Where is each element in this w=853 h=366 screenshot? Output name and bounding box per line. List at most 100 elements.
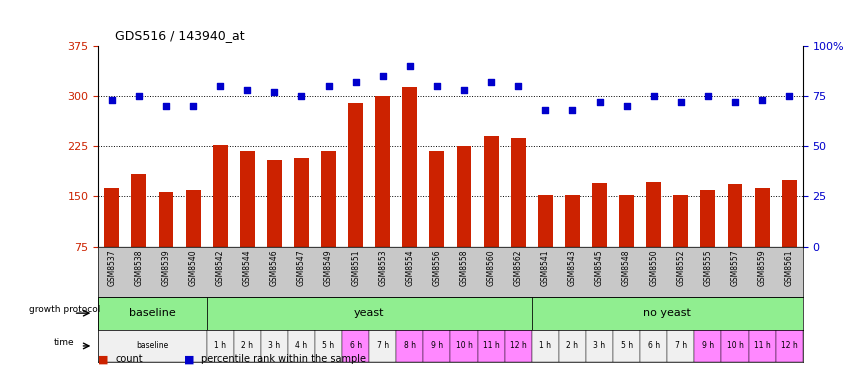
Point	[403, 63, 416, 69]
Bar	[234, 329, 260, 362]
Text: 7 h: 7 h	[376, 341, 388, 350]
Text: GSM8556: GSM8556	[432, 249, 441, 286]
Point	[375, 73, 389, 79]
Point	[646, 93, 659, 99]
Bar	[780, 180, 796, 247]
Point	[213, 83, 227, 89]
Text: 2 h: 2 h	[566, 341, 577, 350]
Bar	[267, 160, 281, 247]
Text: 10 h: 10 h	[455, 341, 472, 350]
Bar	[504, 329, 531, 362]
Point	[511, 83, 525, 89]
Point	[159, 103, 172, 109]
Text: yeast: yeast	[353, 308, 384, 318]
Bar	[775, 329, 802, 362]
Text: GSM8553: GSM8553	[378, 249, 386, 286]
Text: GSM8543: GSM8543	[567, 249, 577, 286]
Bar	[98, 329, 206, 362]
Bar	[396, 329, 423, 362]
Point	[430, 83, 444, 89]
Bar	[558, 329, 585, 362]
Bar	[612, 329, 640, 362]
Text: GSM8541: GSM8541	[540, 249, 549, 285]
Text: 5 h: 5 h	[620, 341, 632, 350]
Bar	[374, 96, 390, 247]
Text: ■: ■	[98, 354, 108, 364]
Text: GSM8549: GSM8549	[323, 249, 333, 286]
Text: 12 h: 12 h	[509, 341, 526, 350]
Text: GSM8562: GSM8562	[514, 249, 522, 285]
Bar	[483, 136, 498, 247]
Bar	[591, 183, 606, 247]
Bar	[342, 329, 368, 362]
Text: GSM8552: GSM8552	[676, 249, 684, 285]
Text: 4 h: 4 h	[295, 341, 307, 350]
Text: 6 h: 6 h	[647, 341, 659, 350]
Point	[105, 97, 119, 103]
Bar	[104, 188, 119, 247]
Text: GSM8554: GSM8554	[405, 249, 414, 286]
Text: 3 h: 3 h	[268, 341, 280, 350]
Text: 7 h: 7 h	[674, 341, 686, 350]
Bar	[131, 174, 146, 247]
Bar	[450, 329, 477, 362]
Text: 2 h: 2 h	[241, 341, 253, 350]
Point	[186, 103, 200, 109]
Text: GSM8548: GSM8548	[621, 249, 630, 285]
Text: GSM8546: GSM8546	[270, 249, 279, 286]
Bar	[98, 297, 206, 329]
Bar	[260, 329, 287, 362]
Bar	[321, 151, 335, 247]
Bar	[348, 103, 363, 247]
Text: ■: ■	[183, 354, 194, 364]
Text: 9 h: 9 h	[701, 341, 713, 350]
Bar	[510, 138, 525, 247]
Point	[294, 93, 308, 99]
Text: time: time	[54, 338, 74, 347]
Text: GSM8550: GSM8550	[648, 249, 658, 286]
Bar	[721, 329, 748, 362]
Bar	[693, 329, 721, 362]
Point	[267, 89, 281, 95]
Text: 8 h: 8 h	[403, 341, 415, 350]
Text: 5 h: 5 h	[322, 341, 334, 350]
Bar	[368, 329, 396, 362]
Text: GSM8561: GSM8561	[784, 249, 792, 285]
Bar	[672, 195, 688, 247]
Text: 9 h: 9 h	[431, 341, 443, 350]
Text: GSM8551: GSM8551	[351, 249, 360, 285]
Point	[700, 93, 714, 99]
Point	[538, 107, 552, 113]
Bar	[206, 329, 234, 362]
Bar	[402, 87, 417, 247]
Text: GSM8559: GSM8559	[757, 249, 766, 286]
Bar	[531, 329, 558, 362]
Bar	[531, 297, 802, 329]
Text: GSM8539: GSM8539	[161, 249, 171, 286]
Bar	[429, 151, 444, 247]
Bar	[315, 329, 342, 362]
Bar	[212, 145, 228, 247]
Text: 10 h: 10 h	[726, 341, 743, 350]
Bar	[287, 329, 315, 362]
Text: GSM8557: GSM8557	[729, 249, 739, 286]
Point	[781, 93, 795, 99]
Bar	[640, 329, 666, 362]
Text: percentile rank within the sample: percentile rank within the sample	[200, 354, 365, 364]
Point	[754, 97, 768, 103]
Text: GSM8540: GSM8540	[189, 249, 197, 286]
Bar	[748, 329, 775, 362]
Text: GDS516 / 143940_at: GDS516 / 143940_at	[115, 29, 245, 42]
Bar	[618, 195, 633, 247]
Text: 12 h: 12 h	[780, 341, 797, 350]
Bar	[585, 329, 612, 362]
Text: no yeast: no yeast	[642, 308, 690, 318]
Bar	[477, 329, 504, 362]
Text: GSM8560: GSM8560	[486, 249, 495, 286]
Text: 1 h: 1 h	[214, 341, 226, 350]
Bar	[206, 297, 531, 329]
Bar	[537, 195, 552, 247]
Text: baseline: baseline	[129, 308, 176, 318]
Text: GSM8558: GSM8558	[459, 249, 468, 285]
Point	[322, 83, 335, 89]
